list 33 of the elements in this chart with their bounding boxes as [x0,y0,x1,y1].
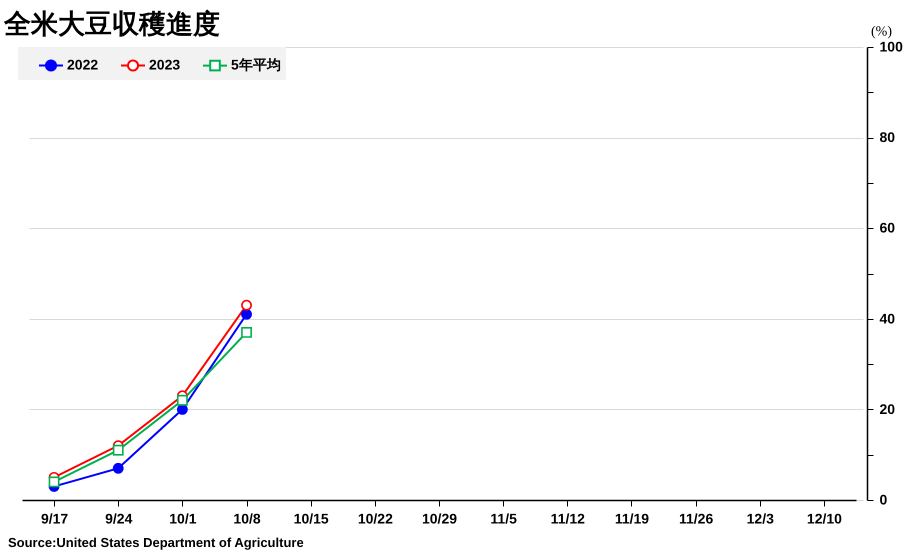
y-tick-label: 0 [880,492,888,508]
x-tick-label: 10/1 [169,510,197,526]
x-tick-label: 10/8 [233,510,261,526]
legend-label: 2022 [67,56,98,72]
x-tick-label: 11/5 [490,510,518,526]
x-tick-label: 10/22 [358,510,394,526]
x-tick-label: 9/24 [105,510,133,526]
y-tick-label: 40 [880,310,896,326]
x-tick-label: 10/15 [294,510,329,526]
legend-label: 5年平均 [231,56,281,73]
x-tick-label: 10/29 [422,510,458,526]
point [241,300,252,311]
y-tick-label: 20 [880,400,896,417]
x-tick-label: 11/19 [614,510,650,526]
legend-label: 2023 [149,56,180,72]
x-tick-label: 11/26 [678,510,714,526]
y-tick-label: 60 [880,220,896,236]
chart-title: 全米大豆収穫進度 [3,9,220,39]
point [176,394,188,406]
point [241,326,252,338]
x-tick-label: 12/3 [746,510,774,526]
x-tick-label: 9/17 [40,510,68,526]
point [48,476,60,488]
y-axis-title: (%) [871,24,892,40]
x-tick-label: 12/10 [806,510,842,526]
x-tick-label: 11/12 [550,510,586,526]
y-tick-label: 100 [880,38,904,54]
point [112,444,124,456]
point [176,404,188,415]
source-note: Source:United States Department of Agriculture [8,535,304,550]
y-tick-label: 80 [880,129,896,146]
point [112,462,124,474]
point [241,308,252,320]
